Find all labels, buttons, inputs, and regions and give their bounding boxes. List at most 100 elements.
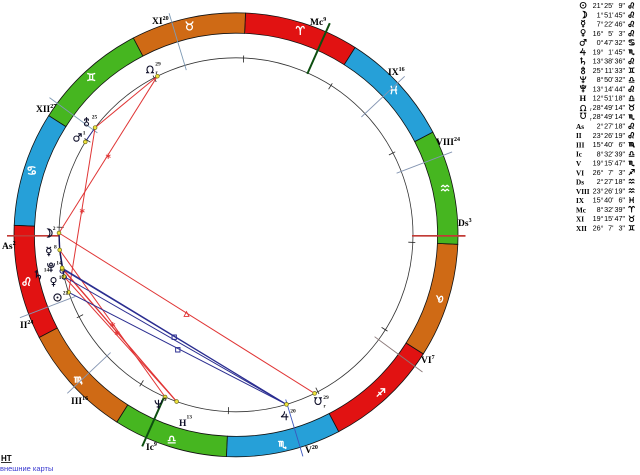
svg-text:6": 6": [618, 196, 625, 205]
svg-text:17: 17: [59, 275, 65, 281]
svg-text:VIII24: VIII24: [436, 137, 460, 148]
svg-text:14: 14: [56, 260, 62, 266]
svg-text:47": 47": [614, 159, 625, 168]
svg-text:7': 7': [608, 168, 614, 177]
svg-text:As2: As2: [2, 241, 16, 252]
svg-text:14': 14': [604, 84, 614, 93]
svg-text:3": 3": [618, 168, 625, 177]
svg-text:H: H: [179, 419, 187, 429]
svg-text:1': 1': [608, 47, 614, 56]
svg-text:VI: VI: [576, 169, 584, 177]
svg-text:VI7: VI7: [421, 355, 435, 366]
svg-text:15°: 15°: [593, 140, 604, 149]
svg-text:r: r: [324, 405, 327, 410]
svg-text:II: II: [576, 132, 582, 140]
svg-text:44": 44": [614, 84, 625, 93]
svg-text:26': 26': [604, 186, 614, 195]
svg-text:32': 32': [604, 149, 614, 158]
svg-text:0°: 0°: [597, 38, 604, 47]
svg-text:18": 18": [614, 94, 625, 103]
svg-text:40': 40': [604, 196, 614, 205]
svg-text:28°: 28°: [593, 103, 604, 112]
svg-text:26°: 26°: [593, 168, 604, 177]
svg-text:22': 22': [604, 20, 614, 29]
svg-text:49': 49': [604, 112, 614, 121]
svg-text:XII27: XII27: [36, 104, 56, 115]
svg-text:19°: 19°: [593, 214, 604, 223]
svg-text:51': 51': [604, 10, 614, 19]
svg-text:7°: 7°: [597, 20, 604, 29]
svg-text:36": 36": [614, 57, 625, 66]
svg-text:15': 15': [604, 159, 614, 168]
svg-text:8: 8: [54, 244, 57, 250]
svg-text:IX: IX: [576, 197, 585, 205]
svg-text:45": 45": [614, 47, 625, 56]
svg-text:45": 45": [614, 10, 625, 19]
svg-text:18": 18": [614, 177, 625, 186]
svg-text:Mc9: Mc9: [310, 17, 326, 28]
svg-text:13: 13: [187, 415, 193, 421]
svg-text:8°: 8°: [597, 205, 604, 214]
svg-text:8°: 8°: [597, 75, 604, 84]
svg-text:46": 46": [614, 20, 625, 29]
svg-text:49': 49': [604, 103, 614, 112]
svg-text:23°: 23°: [593, 131, 604, 140]
svg-text:XI20: XI20: [152, 16, 169, 27]
svg-text:Mc: Mc: [576, 206, 587, 214]
svg-text:2°: 2°: [597, 122, 604, 131]
svg-text:39": 39": [614, 205, 625, 214]
svg-text:9: 9: [164, 397, 167, 403]
svg-text:51': 51': [604, 94, 614, 103]
svg-text:26°: 26°: [593, 224, 604, 233]
svg-text:1: 1: [83, 130, 86, 136]
svg-text:20: 20: [290, 408, 296, 414]
svg-text:7': 7': [608, 224, 614, 233]
svg-text:38': 38': [604, 57, 614, 66]
svg-text:15': 15': [604, 214, 614, 223]
svg-text:11': 11': [605, 66, 614, 75]
svg-text:III16: III16: [71, 396, 88, 407]
svg-text:50': 50': [604, 75, 614, 84]
svg-text:23°: 23°: [593, 186, 604, 195]
svg-text:40': 40': [604, 140, 614, 149]
svg-text:9": 9": [618, 1, 625, 10]
svg-text:14: 14: [44, 267, 50, 273]
svg-text:14": 14": [614, 103, 625, 112]
svg-text:15°: 15°: [593, 196, 604, 205]
svg-text:32": 32": [614, 38, 625, 47]
svg-text:V: V: [576, 160, 582, 168]
svg-text:16°: 16°: [593, 29, 604, 38]
svg-text:12°: 12°: [593, 94, 604, 103]
svg-text:32': 32': [604, 205, 614, 214]
svg-text:39": 39": [614, 149, 625, 158]
svg-text:18": 18": [614, 122, 625, 131]
svg-text:25: 25: [92, 114, 98, 120]
svg-text:27': 27': [604, 122, 614, 131]
svg-text:Ic9: Ic9: [146, 442, 157, 453]
svg-text:14": 14": [614, 112, 625, 121]
svg-text:Ds3: Ds3: [458, 218, 472, 229]
svg-text:8°: 8°: [597, 149, 604, 158]
svg-text:26': 26': [604, 131, 614, 140]
svg-text:As: As: [576, 123, 584, 131]
svg-text:2: 2: [53, 226, 56, 232]
svg-text:3": 3": [618, 29, 625, 38]
svg-text:H: H: [580, 93, 587, 103]
svg-text:V20: V20: [305, 445, 318, 456]
svg-text:Ic: Ic: [576, 151, 583, 159]
svg-text:29: 29: [155, 61, 161, 67]
svg-text:13°: 13°: [593, 57, 604, 66]
svg-text:3": 3": [618, 224, 625, 233]
svg-text:VIII: VIII: [576, 188, 590, 196]
svg-text:19°: 19°: [593, 159, 604, 168]
svg-text:22: 22: [63, 290, 69, 296]
svg-text:1°: 1°: [597, 10, 604, 19]
svg-text:47": 47": [614, 214, 625, 223]
svg-text:28°: 28°: [593, 112, 604, 121]
svg-text:внешние карты: внешние карты: [0, 464, 53, 473]
svg-text:НТ: НТ: [1, 454, 12, 463]
svg-text:6": 6": [618, 140, 625, 149]
svg-text:II24: II24: [20, 320, 33, 331]
svg-text:25°: 25°: [593, 66, 604, 75]
svg-text:5': 5': [608, 29, 614, 38]
